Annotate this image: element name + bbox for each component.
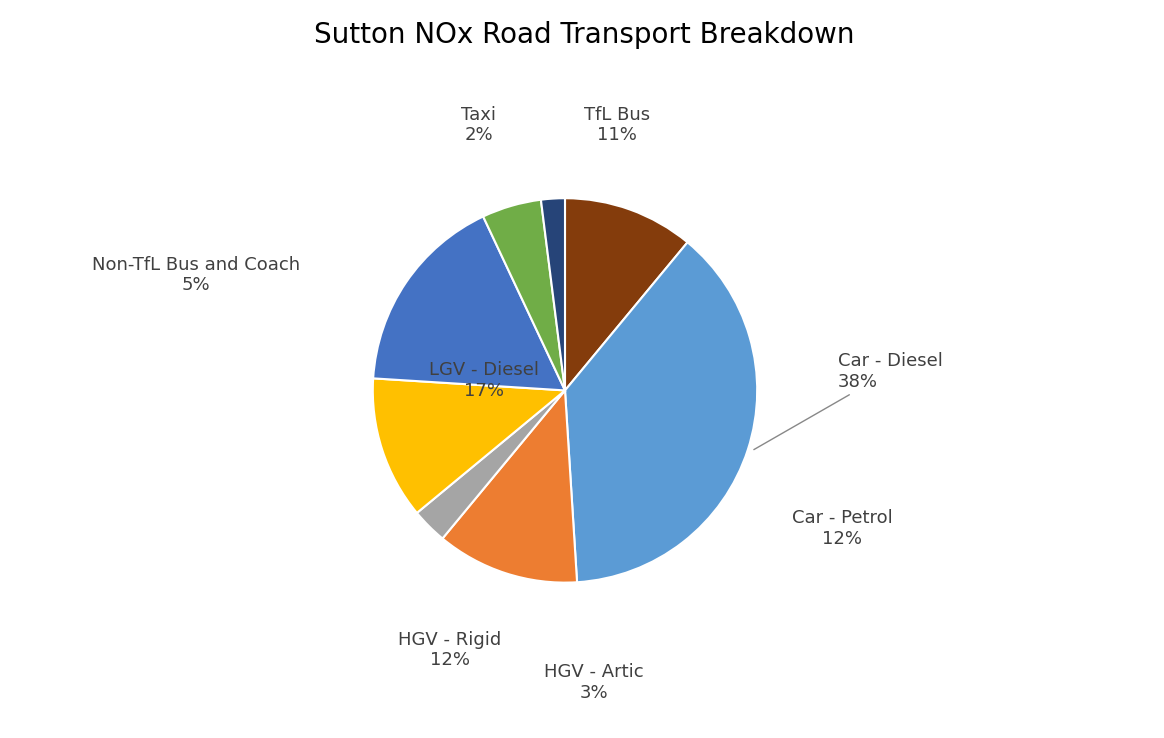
Wedge shape [483,200,565,390]
Text: TfL Bus
11%: TfL Bus 11% [584,106,650,145]
Wedge shape [372,379,565,513]
Text: Car - Diesel
38%: Car - Diesel 38% [754,352,943,449]
Wedge shape [541,199,565,390]
Wedge shape [565,199,688,390]
Title: Sutton NOx Road Transport Breakdown: Sutton NOx Road Transport Breakdown [314,21,854,49]
Text: HGV - Artic
3%: HGV - Artic 3% [544,663,644,702]
Text: Taxi
2%: Taxi 2% [461,106,496,145]
Wedge shape [565,242,758,582]
Text: HGV - Rigid
12%: HGV - Rigid 12% [398,631,502,669]
Wedge shape [442,390,577,582]
Wedge shape [417,390,565,539]
Text: LGV - Diesel
17%: LGV - Diesel 17% [430,362,539,400]
Text: Non-TfL Bus and Coach
5%: Non-TfL Bus and Coach 5% [92,255,300,294]
Wedge shape [374,216,565,390]
Text: Car - Petrol
12%: Car - Petrol 12% [792,509,893,548]
